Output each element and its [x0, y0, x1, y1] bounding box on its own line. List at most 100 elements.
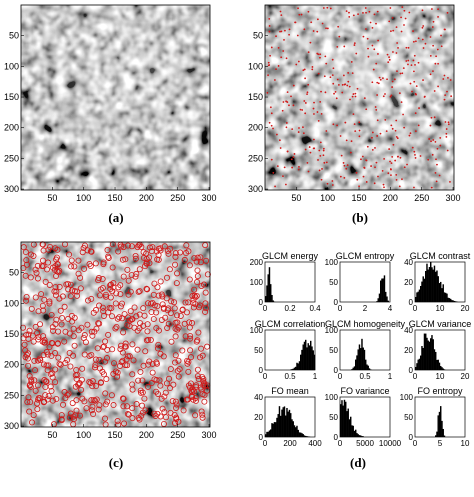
- marker: [292, 156, 295, 159]
- marker: [362, 11, 364, 14]
- marker: [317, 120, 320, 122]
- x-tick-label: 0: [413, 439, 418, 448]
- marker: [75, 327, 82, 334]
- marker: [66, 251, 73, 258]
- marker: [433, 90, 436, 92]
- histogram-bar: [343, 399, 346, 437]
- marker: [290, 95, 292, 98]
- marker: [414, 63, 416, 66]
- marker: [114, 418, 121, 425]
- marker: [410, 64, 413, 66]
- marker: [29, 419, 36, 426]
- marker: [374, 106, 377, 108]
- marker: [320, 90, 322, 93]
- marker: [116, 314, 123, 321]
- marker: [140, 254, 147, 261]
- histogram-bar: [353, 430, 356, 437]
- marker: [64, 392, 71, 399]
- marker: [371, 26, 374, 29]
- marker: [348, 11, 350, 14]
- marker: [319, 101, 322, 103]
- marker: [321, 168, 323, 170]
- marker: [67, 281, 74, 288]
- histogram-bar: [441, 420, 443, 437]
- marker: [437, 85, 439, 88]
- marker: [185, 368, 192, 375]
- y-tick-label: 40: [404, 258, 413, 267]
- marker: [124, 403, 131, 410]
- marker: [36, 395, 43, 402]
- histogram-bar: [430, 338, 432, 370]
- marker: [41, 398, 48, 405]
- marker: [193, 382, 200, 389]
- marker: [140, 249, 147, 256]
- marker: [351, 95, 354, 98]
- marker: [445, 132, 448, 135]
- marker: [281, 109, 284, 112]
- histogram-bar: [426, 337, 428, 370]
- marker: [146, 244, 153, 251]
- marker: [280, 30, 283, 33]
- marker: [57, 361, 64, 368]
- marker: [365, 11, 367, 14]
- marker: [186, 276, 193, 283]
- marker: [31, 377, 38, 384]
- histogram-bar: [382, 278, 384, 302]
- marker: [389, 160, 391, 163]
- marker: [184, 360, 191, 367]
- marker: [163, 274, 170, 281]
- marker: [267, 74, 269, 77]
- marker: [135, 377, 142, 384]
- marker: [43, 378, 50, 385]
- marker: [61, 389, 68, 396]
- marker: [103, 355, 110, 362]
- marker: [45, 362, 52, 369]
- y-tick-label: 100: [325, 326, 339, 335]
- histogram-bar: [436, 270, 438, 302]
- marker: [304, 112, 307, 115]
- marker: [34, 406, 41, 413]
- histogram-bar: [361, 338, 363, 370]
- marker: [284, 29, 286, 32]
- marker: [34, 275, 41, 282]
- marker: [413, 150, 416, 153]
- marker: [124, 362, 131, 369]
- marker: [140, 322, 147, 329]
- marker: [409, 132, 412, 135]
- y-tick-label: 50: [9, 31, 19, 41]
- marker: [136, 266, 143, 273]
- marker: [78, 386, 85, 393]
- x-tick-label: 300: [202, 193, 217, 203]
- histogram-title: FO mean: [271, 386, 309, 396]
- marker: [353, 44, 356, 46]
- marker: [343, 176, 346, 179]
- y-tick-label: 100: [4, 298, 19, 308]
- histogram-bar: [291, 419, 293, 437]
- marker: [407, 63, 409, 66]
- marker: [202, 308, 209, 315]
- marker: [71, 263, 78, 270]
- y-tick-label: 0: [409, 298, 414, 307]
- marker: [435, 158, 437, 161]
- marker: [386, 53, 389, 56]
- x-tick-label: 0: [263, 304, 268, 313]
- marker: [34, 357, 41, 364]
- marker: [138, 412, 145, 419]
- marker: [201, 392, 208, 399]
- marker: [379, 78, 382, 81]
- marker: [136, 288, 143, 295]
- histogram-bar: [425, 270, 427, 302]
- marker: [388, 58, 391, 61]
- marker: [100, 308, 107, 315]
- marker: [342, 162, 345, 164]
- marker: [286, 91, 289, 94]
- y-tick-label: 100: [325, 258, 339, 267]
- marker: [171, 420, 178, 427]
- marker: [120, 395, 127, 402]
- histogram-bar: [436, 431, 438, 437]
- marker: [442, 78, 445, 80]
- marker: [331, 74, 334, 77]
- marker: [37, 357, 44, 364]
- marker: [415, 85, 418, 88]
